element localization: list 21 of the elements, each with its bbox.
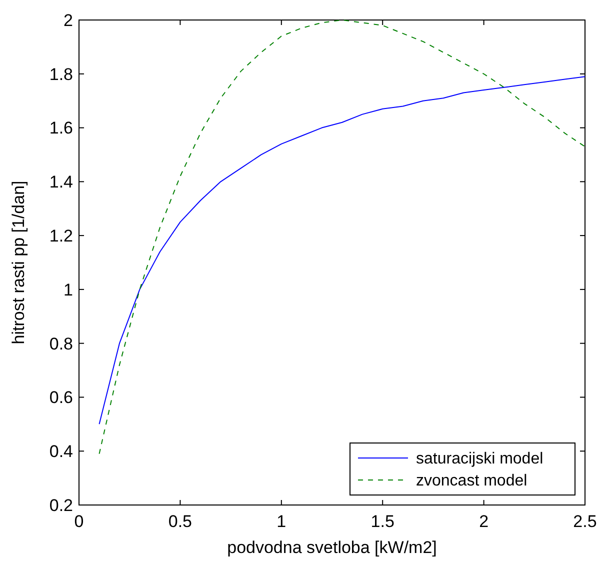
x-tick-label: 2	[479, 512, 489, 531]
x-tick-label: 0.5	[168, 512, 192, 531]
y-tick-label: 1.6	[49, 118, 73, 138]
y-tick-label: 0.4	[49, 442, 73, 462]
y-tick-label: 1.8	[49, 64, 73, 84]
x-tick-label: 0	[74, 512, 84, 531]
y-tick-label: 1	[64, 280, 73, 300]
legend-label: saturacijski model	[416, 450, 544, 468]
line-series	[98, 76, 586, 425]
y-axis-title: hitrost rasti pp [1/dan]	[9, 180, 28, 344]
y-tick-label: 0.2	[49, 496, 73, 515]
y-tick-label: 1.2	[49, 226, 73, 246]
x-tick-label: 1.5	[370, 512, 394, 531]
y-tick-label: 0.8	[49, 334, 73, 354]
y-tick-label: 1.4	[49, 172, 73, 192]
y-tick-label: 0.6	[49, 388, 73, 408]
legend-label: zvoncast model	[416, 472, 528, 490]
y-tick-label: 2	[64, 10, 73, 30]
x-axis-title: podvodna svetloba [kW/m2]	[227, 538, 437, 557]
x-tick-label: 2.5	[573, 512, 597, 531]
x-tick-label: 1	[276, 512, 286, 531]
